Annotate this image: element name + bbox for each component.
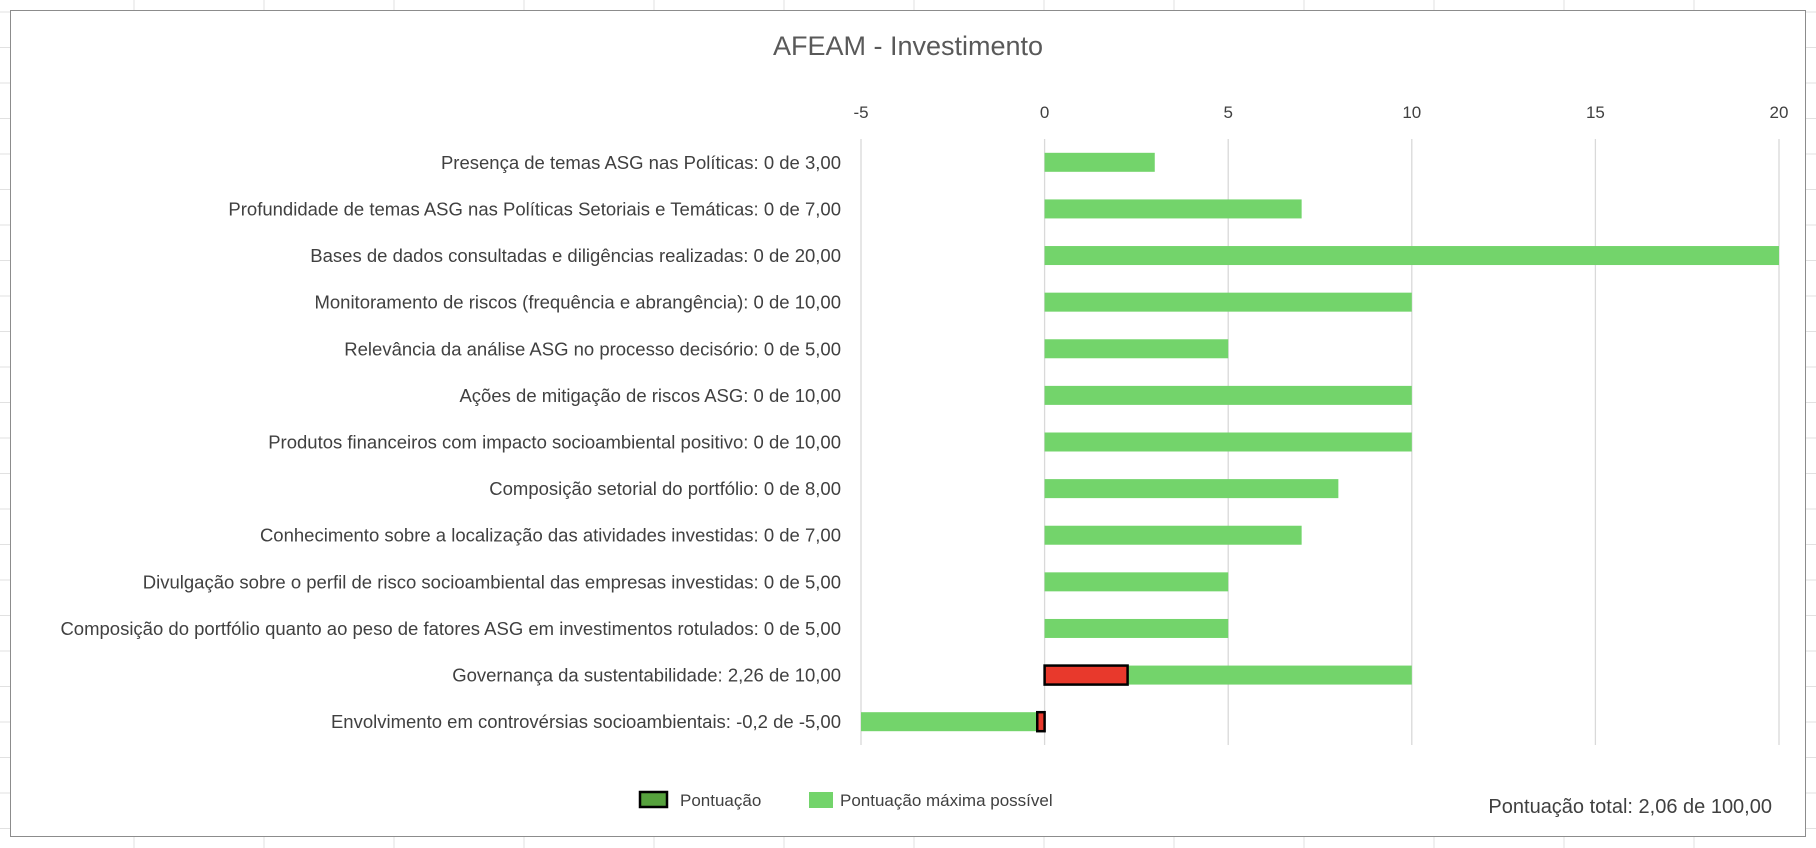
x-tick-label: -5: [853, 103, 868, 122]
bar-score: [1036, 710, 1046, 733]
legend-swatch-pontuacao-maxima: [809, 792, 833, 808]
bar-score: [1043, 664, 1129, 686]
bar-max-score: [1044, 618, 1229, 638]
x-tick-label: 20: [1770, 103, 1789, 122]
x-tick-label: 15: [1586, 103, 1605, 122]
bar-max-score: [1044, 246, 1779, 266]
bar-max-score: [1044, 525, 1302, 545]
category-label: Conhecimento sobre a localização das ati…: [260, 525, 841, 546]
category-label: Divulgação sobre o perfil de risco socio…: [143, 571, 841, 592]
legend-label-pontuacao: Pontuação: [680, 791, 761, 810]
chart-area[interactable]: AFEAM - Investimento -5 0 5 10 15 20 Presença…: [10, 10, 1806, 837]
bar-max-score: [861, 712, 1045, 732]
x-axis-tick-labels: -5 0 5 10 15 20: [853, 103, 1788, 122]
bar-max-score: [1044, 292, 1412, 312]
category-labels: Presença de temas ASG nas Políticas: 0 d…: [60, 152, 841, 732]
bar-max-score: [1044, 339, 1229, 359]
x-tick-label: 5: [1223, 103, 1232, 122]
category-label: Relevância da análise ASG no processo de…: [344, 338, 841, 359]
total-score-annotation: Pontuação total: 2,06 de 100,00: [1488, 796, 1772, 818]
bar-max-score: [1044, 385, 1412, 405]
category-label: Profundidade de temas ASG nas Políticas …: [228, 198, 841, 219]
bar-max-score: [1044, 665, 1412, 685]
bars: [861, 152, 1779, 733]
category-label: Envolvimento em controvérsias socioambie…: [331, 711, 841, 732]
x-tick-label: 0: [1040, 103, 1049, 122]
category-label: Produtos financeiros com impacto socioam…: [268, 432, 841, 453]
bar-max-score: [1044, 199, 1302, 219]
legend: Pontuação Pontuação máxima possível: [638, 790, 1053, 810]
bar-max-score: [1044, 432, 1412, 452]
legend-swatch-pontuacao: [638, 790, 669, 809]
category-label: Presença de temas ASG nas Políticas: 0 d…: [441, 152, 841, 173]
category-label: Monitoramento de riscos (frequência e ab…: [314, 292, 841, 313]
bar-max-score: [1044, 479, 1339, 499]
legend-item-pontuacao: Pontuação: [638, 790, 761, 810]
bar-max-score: [1044, 152, 1155, 172]
category-label: Bases de dados consultadas e diligências…: [310, 245, 841, 266]
category-label: Governança da sustentabilidade: 2,26 de …: [452, 665, 841, 686]
category-label: Ações de mitigação de riscos ASG: 0 de 1…: [459, 385, 841, 406]
legend-item-pontuacao-maxima: Pontuação máxima possível: [809, 791, 1053, 810]
category-label: Composição do portfólio quanto ao peso d…: [60, 618, 841, 639]
bar-chart: AFEAM - Investimento -5 0 5 10 15 20 Presença…: [60, 31, 1788, 818]
category-label: Composição setorial do portfólio: 0 de 8…: [489, 478, 841, 499]
x-tick-label: 10: [1402, 103, 1421, 122]
bar-max-score: [1044, 572, 1229, 592]
legend-label-pontuacao-maxima: Pontuação máxima possível: [840, 791, 1053, 810]
chart-title: AFEAM - Investimento: [773, 31, 1043, 61]
